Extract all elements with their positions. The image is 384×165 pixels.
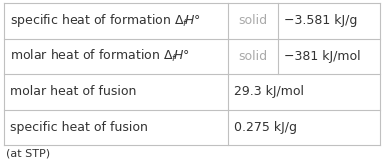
Text: (at STP): (at STP)	[6, 149, 50, 159]
Text: specific heat of fusion: specific heat of fusion	[10, 121, 148, 134]
Text: solid: solid	[238, 50, 268, 63]
Text: −381 kJ/mol: −381 kJ/mol	[285, 50, 361, 63]
Text: 29.3 kJ/mol: 29.3 kJ/mol	[234, 85, 304, 98]
Text: specific heat of formation $\Delta_{f}\!H°$: specific heat of formation $\Delta_{f}\!…	[10, 12, 201, 29]
Text: molar heat of formation $\Delta_{f}\!H°$: molar heat of formation $\Delta_{f}\!H°$	[10, 48, 190, 64]
Text: 0.275 kJ/g: 0.275 kJ/g	[234, 121, 297, 134]
Text: solid: solid	[238, 14, 268, 27]
Text: −3.581 kJ/g: −3.581 kJ/g	[285, 14, 358, 27]
Text: molar heat of fusion: molar heat of fusion	[10, 85, 136, 98]
